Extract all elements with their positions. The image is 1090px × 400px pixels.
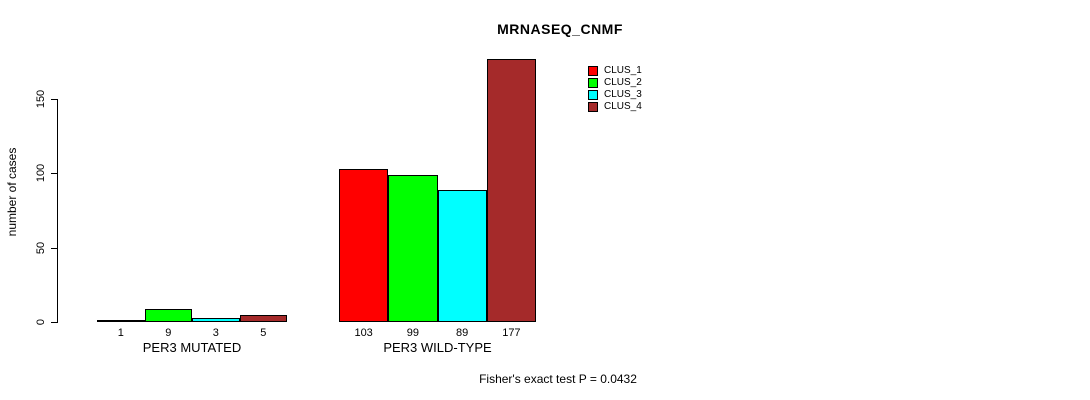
bar-clus_3-group1 (192, 317, 240, 322)
y-tick (51, 322, 58, 323)
bar-clus_4-group2 (486, 58, 536, 322)
bar-clus_1-group2 (339, 168, 389, 322)
legend-label-clus_3: CLUS_3 (604, 89, 642, 100)
legend-swatch-clus_3 (588, 90, 598, 100)
bar-clus_1-group1 (97, 320, 145, 322)
bar-value-label: 5 (260, 327, 267, 339)
legend-label-clus_2: CLUS_2 (604, 77, 642, 88)
y-tick (51, 247, 58, 249)
chart-title: MRNASEQ_CNMF (497, 21, 623, 37)
legend-label-clus_4: CLUS_4 (604, 101, 642, 112)
bar-clus_3-group2 (437, 189, 487, 322)
bar-value-label: 3 (212, 327, 219, 339)
statistical-test-annotation: Fisher's exact test P = 0.0432 (479, 372, 637, 386)
legend-swatch-clus_4 (588, 102, 598, 112)
y-tick (51, 99, 58, 100)
bar-value-label: 177 (502, 327, 521, 339)
x-axis-group-label: PER3 MUTATED (142, 340, 242, 355)
legend-swatch-clus_2 (588, 78, 598, 88)
legend-swatch-clus_1 (588, 66, 598, 76)
bar-value-label: 99 (406, 327, 419, 339)
bar-clus_2-group1 (144, 308, 192, 322)
bar-clus_4-group1 (239, 314, 287, 322)
bar-value-label: 9 (165, 327, 172, 339)
legend-label-clus_1: CLUS_1 (604, 65, 642, 76)
y-tick-label: 100 (35, 164, 47, 183)
bar-value-label: 103 (354, 327, 373, 339)
y-tick-label: 50 (35, 241, 47, 254)
bar-value-label: 89 (456, 327, 469, 339)
bar-clus_2-group2 (388, 174, 438, 322)
y-axis-label: number of cases (5, 147, 19, 237)
x-axis-group-label: PER3 WILD-TYPE (383, 340, 492, 355)
y-tick-label: 0 (35, 318, 47, 326)
y-axis-line (57, 99, 58, 323)
y-tick-label: 150 (35, 89, 47, 109)
bar-value-label: 1 (117, 327, 124, 339)
y-tick (51, 173, 58, 175)
